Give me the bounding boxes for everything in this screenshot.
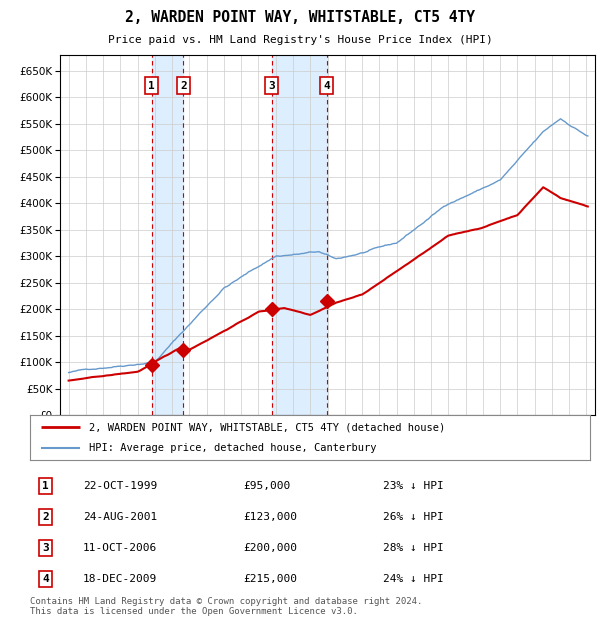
- Text: £200,000: £200,000: [243, 543, 297, 553]
- Text: 24% ↓ HPI: 24% ↓ HPI: [383, 574, 443, 585]
- Text: 1: 1: [43, 480, 49, 490]
- Text: 2: 2: [43, 512, 49, 522]
- Text: 2, WARDEN POINT WAY, WHITSTABLE, CT5 4TY (detached house): 2, WARDEN POINT WAY, WHITSTABLE, CT5 4TY…: [89, 422, 445, 432]
- Text: 28% ↓ HPI: 28% ↓ HPI: [383, 543, 443, 553]
- Text: 22-OCT-1999: 22-OCT-1999: [83, 480, 157, 490]
- Text: 18-DEC-2009: 18-DEC-2009: [83, 574, 157, 585]
- Text: 24-AUG-2001: 24-AUG-2001: [83, 512, 157, 522]
- Bar: [152, 55, 184, 415]
- Text: HPI: Average price, detached house, Canterbury: HPI: Average price, detached house, Cant…: [89, 443, 376, 453]
- Text: £123,000: £123,000: [243, 512, 297, 522]
- Text: Contains HM Land Registry data © Crown copyright and database right 2024.
This d: Contains HM Land Registry data © Crown c…: [30, 596, 422, 616]
- Text: £215,000: £215,000: [243, 574, 297, 585]
- Text: 2, WARDEN POINT WAY, WHITSTABLE, CT5 4TY: 2, WARDEN POINT WAY, WHITSTABLE, CT5 4TY: [125, 11, 475, 25]
- Text: 3: 3: [43, 543, 49, 553]
- Text: 26% ↓ HPI: 26% ↓ HPI: [383, 512, 443, 522]
- Text: 1: 1: [148, 81, 155, 91]
- Text: £95,000: £95,000: [243, 480, 290, 490]
- Text: Price paid vs. HM Land Registry's House Price Index (HPI): Price paid vs. HM Land Registry's House …: [107, 35, 493, 45]
- Text: 4: 4: [43, 574, 49, 585]
- Text: 4: 4: [323, 81, 330, 91]
- Text: 11-OCT-2006: 11-OCT-2006: [83, 543, 157, 553]
- Text: 2: 2: [180, 81, 187, 91]
- Text: 23% ↓ HPI: 23% ↓ HPI: [383, 480, 443, 490]
- Text: 3: 3: [269, 81, 275, 91]
- Bar: [272, 55, 327, 415]
